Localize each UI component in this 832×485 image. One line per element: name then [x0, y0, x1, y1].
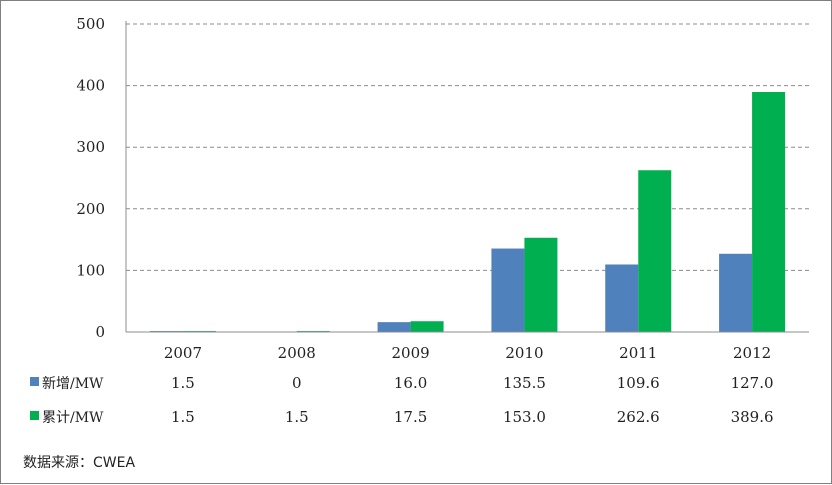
data-table-cell: 0	[292, 374, 302, 392]
bar-new	[377, 322, 411, 332]
data-table-cell: 153.0	[503, 408, 546, 426]
data-table-cell: 262.6	[617, 408, 660, 426]
data-table-cell: 16.0	[394, 374, 427, 392]
bar-new	[719, 253, 753, 332]
data-table-cell: 135.5	[503, 374, 546, 392]
y-tick-label: 200	[76, 200, 105, 218]
legend-label: 累计/MW	[42, 410, 104, 426]
x-tick-label: 2009	[391, 344, 429, 362]
y-tick-label: 0	[95, 323, 105, 341]
bar-cumulative	[638, 170, 672, 332]
data-table-cell: 109.6	[617, 374, 660, 392]
x-tick-label: 2011	[619, 344, 657, 362]
x-tick-label: 2012	[733, 344, 771, 362]
y-tick-label: 500	[76, 15, 105, 33]
x-tick-label: 2008	[278, 344, 316, 362]
legend-swatch	[30, 411, 39, 420]
data-table-cell: 1.5	[285, 408, 309, 426]
data-table-cell: 127.0	[731, 374, 774, 392]
bar-cumulative	[524, 237, 558, 332]
data-table-cell: 389.6	[731, 408, 774, 426]
y-tick-label: 300	[76, 138, 105, 156]
bar-new	[491, 248, 525, 332]
x-tick-label: 2010	[505, 344, 543, 362]
data-table-cell: 1.5	[171, 374, 195, 392]
y-tick-label: 400	[76, 77, 105, 95]
source-note: 数据来源：CWEA	[23, 455, 136, 471]
y-tick-label: 100	[76, 261, 105, 279]
data-table-cell: 17.5	[394, 408, 427, 426]
bar-cumulative	[410, 321, 444, 332]
legend-label: 新增/MW	[42, 376, 104, 392]
bar-cumulative	[752, 92, 786, 332]
legend-swatch	[30, 377, 39, 386]
x-tick-label: 2007	[164, 344, 202, 362]
data-table-cell: 1.5	[171, 408, 195, 426]
bar-new	[605, 264, 639, 332]
